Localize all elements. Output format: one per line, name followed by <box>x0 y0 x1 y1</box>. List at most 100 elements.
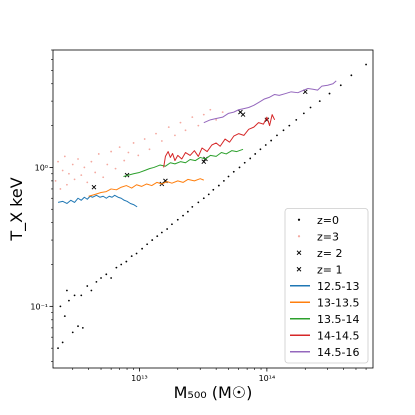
point-1-25 <box>143 138 146 140</box>
point-0-26 <box>160 231 163 234</box>
point-1-29 <box>167 126 170 129</box>
point-0-46 <box>264 144 267 146</box>
point-1-12 <box>86 181 89 184</box>
point-0-12 <box>90 289 93 292</box>
point-1-34 <box>197 124 200 127</box>
point-1-30 <box>174 134 176 137</box>
point-1-38 <box>221 111 224 114</box>
legend-entry-6: 13.5-14 <box>290 313 359 326</box>
point-0-18 <box>120 263 123 266</box>
point-0-44 <box>254 153 257 155</box>
point-1-35 <box>202 113 205 116</box>
point-0-57 <box>350 74 353 77</box>
legend-entry-0: z=0 <box>297 214 339 227</box>
point-0-27 <box>166 228 169 230</box>
point-1-0 <box>54 179 57 182</box>
point-1-5 <box>66 183 68 186</box>
point-0-21 <box>135 252 138 255</box>
point-0-33 <box>197 201 200 204</box>
legend: z=0 z=3 z= 2 z= 1 12.5-13 13-13.5 13.5-14 14-14… <box>284 208 369 364</box>
legend-label-8: 14.5-16 <box>317 346 359 359</box>
point-0-43 <box>249 157 252 160</box>
point-0-39 <box>227 175 230 178</box>
point-1-24 <box>137 154 140 157</box>
point-0-47 <box>270 139 273 142</box>
point-0-4 <box>63 315 66 318</box>
series-line-3 <box>163 114 276 168</box>
point-0-5 <box>81 326 84 329</box>
point-0-24 <box>151 239 154 241</box>
series-line-1 <box>88 178 204 197</box>
point-1-32 <box>184 129 187 132</box>
point-1-2 <box>59 188 62 190</box>
point-0-32 <box>191 205 194 208</box>
point-1-31 <box>179 121 182 124</box>
point-0-23 <box>146 243 149 246</box>
point-0-55 <box>328 92 331 95</box>
point-0-22 <box>141 247 144 250</box>
data-layer <box>54 63 367 350</box>
point-2-3 <box>91 184 97 190</box>
legend-swatch-1 <box>297 235 301 238</box>
point-0-0 <box>57 347 59 350</box>
legend-box <box>284 208 369 364</box>
point-0-10 <box>80 294 83 297</box>
legend-label-7: 14-14.5 <box>317 329 359 342</box>
legend-label-6: 13.5-14 <box>317 313 359 326</box>
point-1-18 <box>110 150 113 153</box>
point-1-19 <box>114 167 117 170</box>
point-0-37 <box>217 184 220 187</box>
point-1-27 <box>155 132 157 135</box>
y-tick-label-0: 10⁻¹ <box>30 302 48 311</box>
point-0-15 <box>105 273 108 276</box>
point-1-16 <box>102 176 105 179</box>
point-0-13 <box>95 280 98 283</box>
point-0-14 <box>100 277 102 279</box>
legend-label-0: z=0 <box>317 214 339 227</box>
series-line-0 <box>57 194 138 208</box>
point-0-9 <box>66 289 68 292</box>
point-0-1 <box>61 341 64 344</box>
point-0-58 <box>365 63 367 66</box>
legend-label-1: z=3 <box>317 230 339 243</box>
legend-label-5: 13-13.5 <box>317 296 359 309</box>
point-0-6 <box>59 305 62 308</box>
legend-entry-5: 13-13.5 <box>290 296 359 309</box>
legend-entry-2: z= 2 <box>296 247 343 260</box>
point-1-13 <box>90 160 93 163</box>
point-0-36 <box>212 188 215 191</box>
point-0-38 <box>222 179 225 182</box>
point-0-56 <box>339 84 342 87</box>
point-0-17 <box>115 266 118 269</box>
point-0-34 <box>202 197 205 200</box>
point-3-0 <box>240 112 246 117</box>
point-1-36 <box>209 108 212 111</box>
point-1-1 <box>57 160 59 163</box>
x-tick-label-1: 10¹⁴ <box>259 374 276 383</box>
point-1-20 <box>118 146 121 149</box>
point-0-11 <box>86 285 89 287</box>
point-1-28 <box>160 140 163 142</box>
point-1-17 <box>106 163 109 166</box>
point-1-22 <box>127 151 130 154</box>
point-0-52 <box>302 112 305 115</box>
x-tick-label-0: 10¹³ <box>131 374 148 383</box>
point-1-9 <box>77 158 79 160</box>
point-1-11 <box>83 166 86 169</box>
legend-swatch-2 <box>296 250 302 256</box>
point-1-6 <box>68 172 70 175</box>
legend-entry-1: z=3 <box>297 230 339 243</box>
legend-entry-3: z= 1 <box>296 263 343 276</box>
point-0-3 <box>77 325 79 328</box>
point-0-29 <box>176 218 179 221</box>
point-1-21 <box>123 159 126 162</box>
point-2-2 <box>201 159 207 164</box>
point-0-48 <box>276 134 278 137</box>
point-0-54 <box>318 100 321 103</box>
point-0-49 <box>282 129 285 132</box>
legend-entry-4: 12.5-13 <box>290 280 359 293</box>
point-0-42 <box>243 161 246 164</box>
point-0-25 <box>156 235 159 238</box>
point-0-53 <box>309 106 312 109</box>
y-tick-label-1: 10⁰ <box>35 163 48 172</box>
